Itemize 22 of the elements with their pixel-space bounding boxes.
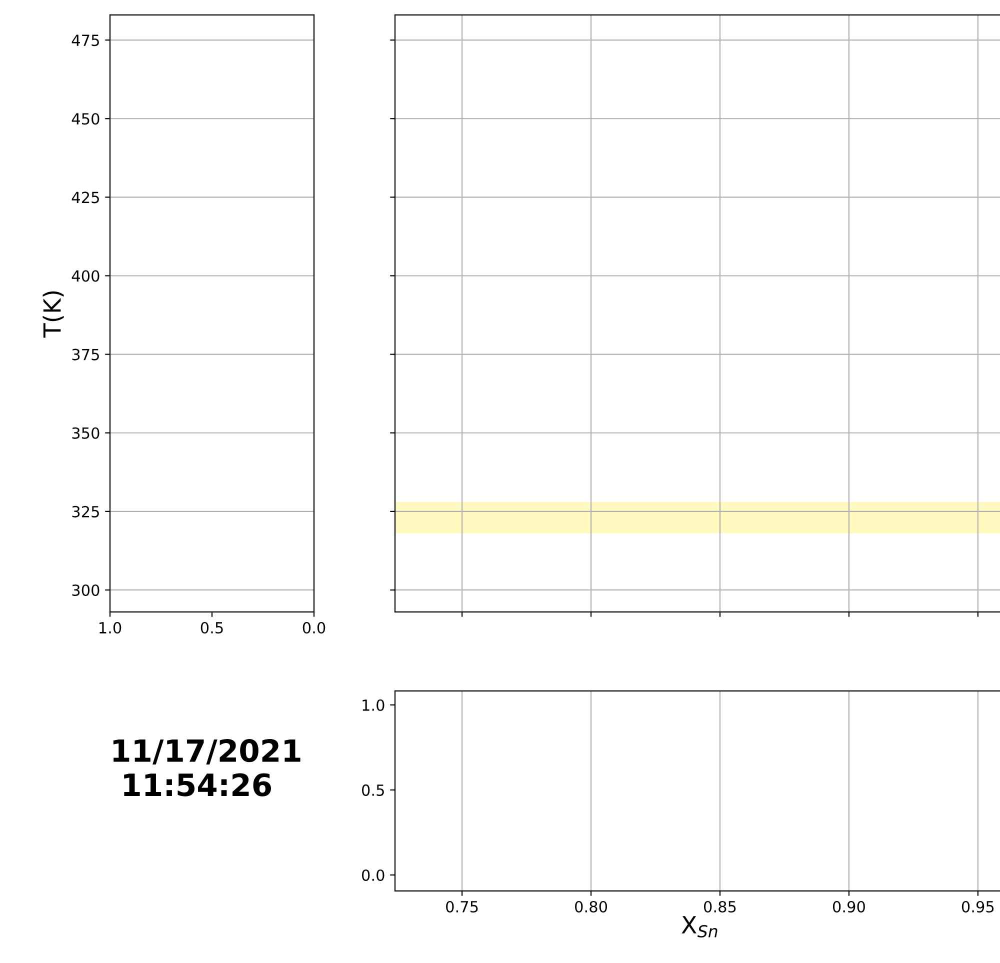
y-axis-title: T(K) — [42, 291, 64, 338]
y-tick-label: 475 — [72, 34, 99, 46]
y-tick-label: 0.0 — [362, 869, 384, 881]
y-tick-label: 325 — [72, 506, 99, 518]
y-tick-label: 400 — [72, 270, 100, 282]
x-tick-label: 1.0 — [100, 622, 122, 634]
x-axis-title: X$_{Sn}$ — [682, 916, 718, 938]
x-tick-label: 0.0 — [302, 622, 326, 634]
text: 11/17/2021 11:54:26 — [113, 739, 300, 796]
x-tick-label: 0.80 — [575, 900, 608, 913]
y-tick-label: 300 — [72, 584, 100, 596]
x-tick-label: 0.95 — [962, 900, 994, 913]
x-tick-label: 0.85 — [704, 900, 736, 913]
x-tick-label: 0.75 — [446, 900, 478, 913]
y-tick-label: 350 — [72, 427, 100, 439]
y-tick-label: 0.5 — [362, 784, 384, 796]
x-tick-label: 0.5 — [200, 622, 223, 634]
y-tick-label: 450 — [72, 113, 100, 125]
y-tick-label: 425 — [72, 192, 99, 204]
y-tick-label: 1.0 — [362, 699, 384, 711]
y-tick-label: 375 — [72, 348, 99, 360]
x-tick-label: 0.90 — [832, 900, 865, 913]
